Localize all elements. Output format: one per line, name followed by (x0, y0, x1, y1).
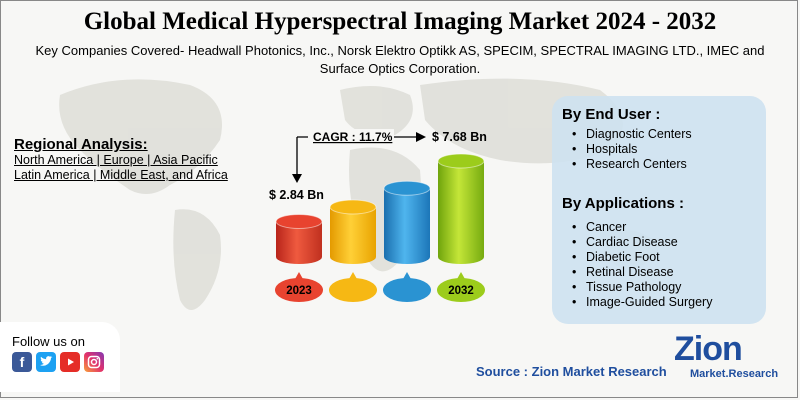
regional-line: North America | Europe | Asia Pacific (14, 153, 218, 167)
follow-us-box: Follow us on f (0, 322, 120, 392)
page-title: Global Medical Hyperspectral Imaging Mar… (83, 8, 717, 35)
list-item: Research Centers (572, 157, 692, 172)
list-item: Diabetic Foot (572, 250, 712, 265)
list-item: Cardiac Disease (572, 235, 712, 250)
list-item: Hospitals (572, 142, 692, 157)
year-badge (437, 278, 485, 302)
year-badge-pointer (403, 272, 411, 279)
regional-line: Latin America | Middle East, and Africa (14, 168, 228, 182)
value-label-2032: $ 7.68 Bn (432, 130, 487, 144)
cagr-label: CAGR : 11.7% (313, 130, 393, 144)
twitter-icon[interactable] (36, 352, 56, 372)
regional-title: Regional Analysis: (14, 136, 148, 153)
value-label-2023: $ 2.84 Bn (269, 188, 324, 202)
bar-cylinder (438, 161, 484, 264)
list-item: Retinal Disease (572, 265, 712, 280)
list-item: Diagnostic Centers (572, 127, 692, 142)
end-user-title: By End User : (562, 106, 661, 123)
applications-list: Cancer Cardiac Disease Diabetic Foot Ret… (572, 220, 713, 310)
social-icons: f (12, 352, 104, 372)
page-subtitle: Key Companies Covered- Headwall Photonic… (35, 43, 765, 76)
youtube-icon[interactable] (60, 352, 80, 372)
year-badge (275, 278, 323, 302)
bar-cap (437, 153, 485, 169)
regional-analysis: Regional Analysis: North America | Europ… (14, 137, 228, 183)
facebook-icon[interactable]: f (12, 352, 32, 372)
applications-title: By Applications : (562, 195, 684, 212)
source-credit: Source : Zion Market Research (476, 364, 667, 379)
bar-cylinder (384, 188, 430, 264)
cagr-label-bg (308, 129, 394, 145)
year-badge-pointer (295, 272, 303, 279)
category-label: 2032 (448, 285, 474, 297)
year-badge-pointer (457, 272, 465, 279)
year-badge (383, 278, 431, 302)
list-item: Image-Guided Surgery (572, 295, 713, 310)
year-badge-pointer (349, 272, 357, 279)
cagr-arrow-head (416, 132, 426, 142)
bar-cap (383, 180, 431, 196)
list-item: Cancer (572, 220, 712, 235)
instagram-icon[interactable] (84, 352, 104, 372)
zion-logo: Zion Market.Research (668, 330, 788, 392)
end-user-list: Diagnostic Centers Hospitals Research Ce… (572, 127, 692, 172)
cagr-left-drop-head (292, 174, 302, 183)
list-item: Tissue Pathology (572, 280, 712, 295)
bar-cap (329, 199, 377, 215)
logo-name: Zion (674, 330, 743, 368)
segment-panel: By End User : Diagnostic Centers Hospita… (552, 96, 766, 324)
follow-us-label: Follow us on (12, 334, 85, 349)
category-label: 2023 (286, 285, 312, 297)
bar-cylinder (276, 221, 322, 264)
logo-tagline: Market.Research (690, 368, 779, 380)
bar-cylinder (330, 207, 376, 264)
year-badge (329, 278, 377, 302)
bar-cap (275, 214, 323, 229)
